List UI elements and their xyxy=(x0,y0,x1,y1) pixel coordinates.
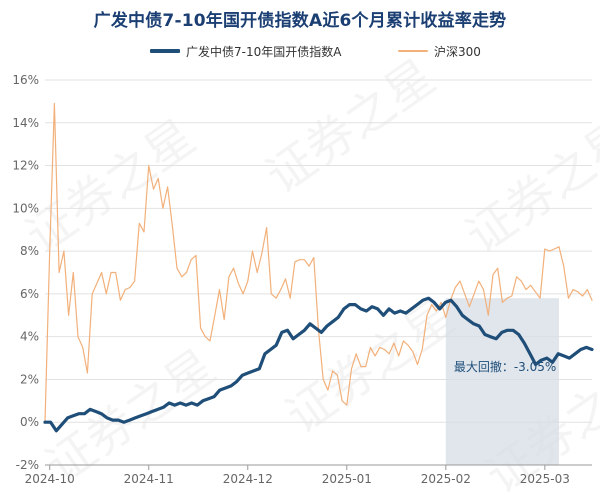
y-tick-label: 6% xyxy=(20,287,39,301)
chart-title: 广发中债7-10年国开债指数A近6个月累计收益率走势 xyxy=(93,11,507,31)
legend-label-index: 沪深300 xyxy=(434,45,481,59)
drawdown-area xyxy=(445,298,559,465)
y-tick-label: 0% xyxy=(20,415,39,429)
x-tick-label: 2024-12 xyxy=(223,472,273,486)
y-tick-label: 16% xyxy=(12,73,39,87)
watermark-text: 证券之星 xyxy=(276,289,465,445)
y-tick-label: 8% xyxy=(20,244,39,258)
drawdown-label: 最大回撤：-3.05% xyxy=(454,359,556,374)
watermark-text: 证券之星 xyxy=(256,49,445,205)
watermark-text: 证券之星 xyxy=(16,109,205,265)
x-tick-label: 2024-10 xyxy=(25,472,75,486)
y-tick-label: 4% xyxy=(20,330,39,344)
y-tick-label: 2% xyxy=(20,372,39,386)
watermark-text: 证券之星 xyxy=(456,109,600,265)
legend-label-fund: 广发中债7-10年国开债指数A xyxy=(186,45,342,59)
legend-swatch-fund xyxy=(150,49,180,53)
axes: -2% 0% 2% 4% 6% 8% 10% 12% 14% 16% 2024-10 2024-11 2… xyxy=(12,73,592,486)
y-tick-label: 10% xyxy=(12,201,39,215)
series-group xyxy=(43,102,594,433)
x-tick-label: 2025-03 xyxy=(520,472,570,486)
y-tick-label: -2% xyxy=(16,458,39,472)
legend-swatch-index xyxy=(398,50,428,52)
x-tick-label: 2025-02 xyxy=(421,472,471,486)
y-tick-label: 14% xyxy=(12,116,39,130)
x-tick-label: 2025-01 xyxy=(322,472,372,486)
y-tick-label: 12% xyxy=(12,159,39,173)
drawdown-region xyxy=(445,298,559,465)
annotations: 最大回撤：-3.05% xyxy=(454,359,556,374)
x-tick-label: 2024-11 xyxy=(124,472,174,486)
legend: 广发中债7-10年国开债指数A 沪深300 xyxy=(0,41,600,65)
series-line-fund xyxy=(43,296,594,433)
